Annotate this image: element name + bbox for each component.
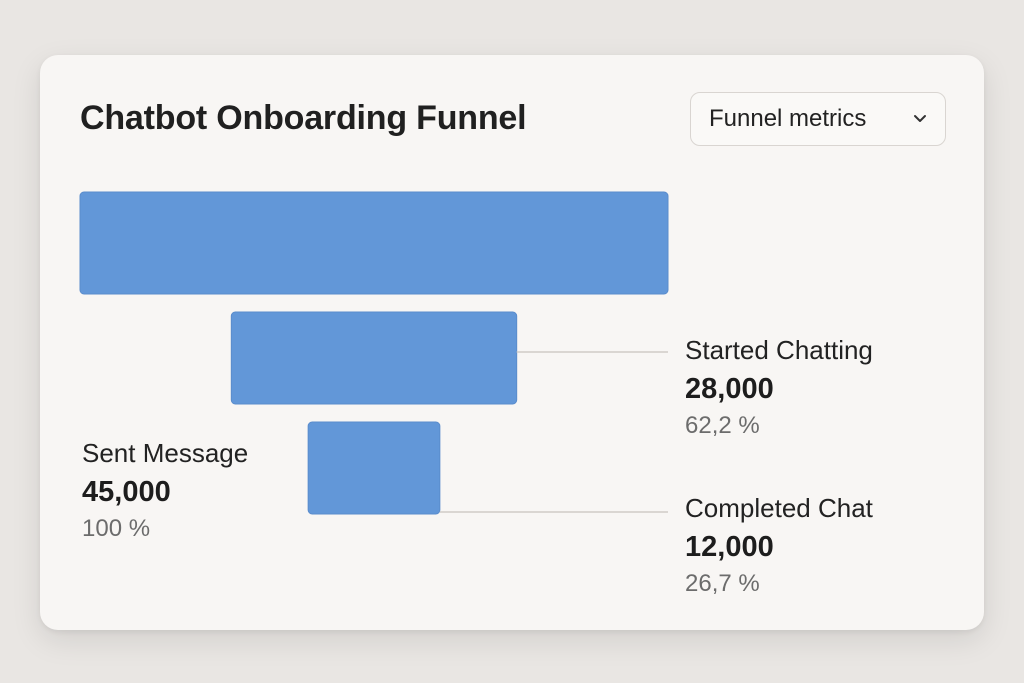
funnel-chart: [79, 191, 669, 515]
page-title: Chatbot Onboarding Funnel: [80, 99, 527, 137]
funnel-metrics-dropdown[interactable]: Funnel metrics: [690, 92, 946, 146]
stage-value: 12,000: [685, 531, 774, 563]
stage-label-sent-message: Sent Message 45,000 100 %: [82, 440, 248, 541]
chevron-down-icon: [914, 115, 926, 122]
dropdown-selected-label: Funnel metrics: [709, 105, 867, 132]
funnel-bar-started-chatting: [230, 311, 518, 405]
stage-label-started-chatting: Started Chatting 28,000 62,2 %: [685, 337, 873, 438]
stage-label-completed-chat: Completed Chat 12,000 26,7 %: [685, 495, 873, 596]
stage-value: 28,000: [685, 373, 774, 405]
stage-name: Started Chatting: [685, 335, 873, 365]
funnel-bar-completed-chat: [307, 421, 441, 515]
funnel-bar-sent-message: [79, 191, 669, 295]
stage-percent: 26,7 %: [685, 570, 760, 597]
stage-percent: 100 %: [82, 515, 151, 542]
stage-name: Sent Message: [82, 438, 249, 468]
stage-name: Completed Chat: [685, 493, 873, 523]
stage-value: 45,000: [82, 476, 171, 508]
funnel-card: Chatbot Onboarding Funnel Funnel metrics…: [40, 55, 984, 630]
stage-percent: 62,2 %: [685, 412, 760, 439]
